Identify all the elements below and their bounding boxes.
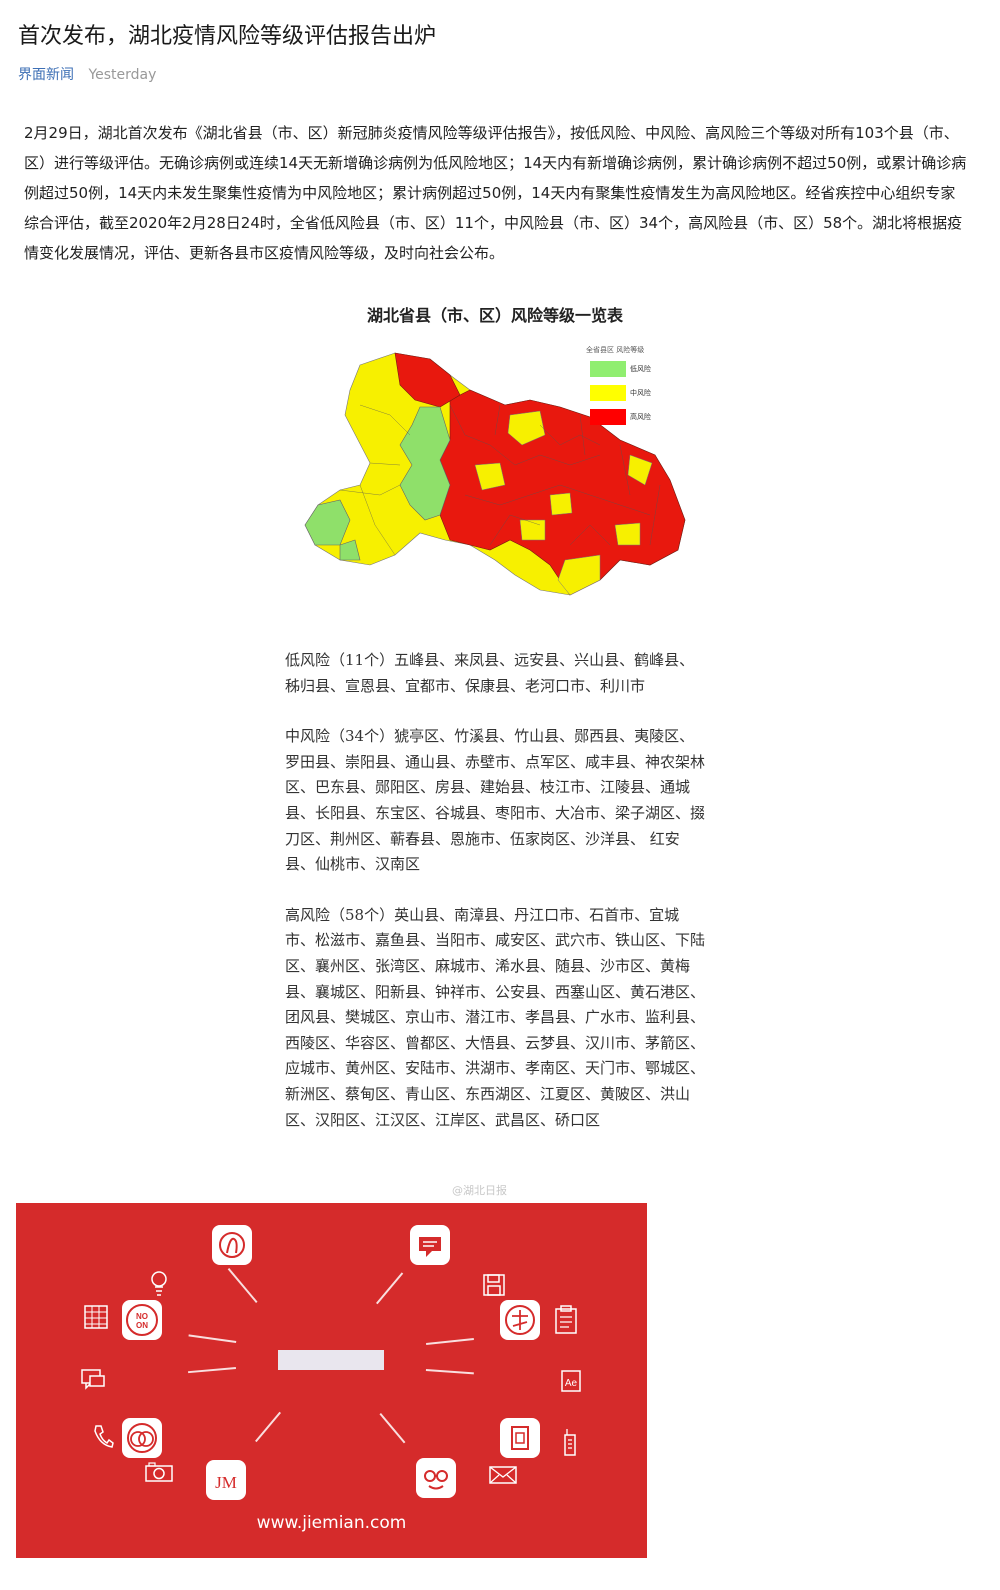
banner-center-bar — [278, 1350, 384, 1370]
county-borders — [339, 404, 661, 556]
svg-text:ON: ON — [136, 1321, 148, 1330]
walkie-talkie-icon — [564, 1429, 576, 1456]
high-risk-list: 高风险（58个）英山县、南漳县、丹江口市、石首市、宜城市、松滋市、嘉鱼县、当阳市… — [285, 905, 706, 1129]
map-region-mid-7 — [614, 522, 641, 546]
document-icon — [500, 1418, 540, 1458]
message-icon — [81, 1369, 105, 1390]
map-region-mid-6 — [519, 519, 546, 541]
music-note-icon — [212, 1225, 252, 1265]
risk-lists: 低风险（11个）五峰县、来凤县、远安县、兴山县、鹤峰县、秭归县、宣恩县、宜都市、… — [285, 648, 705, 1158]
map-region-low-central — [399, 406, 451, 521]
map-region-mid-4 — [627, 454, 653, 486]
banner-ray — [227, 1268, 258, 1303]
banner-ray — [255, 1412, 281, 1443]
svg-text:JM: JM — [215, 1473, 237, 1492]
legend-title: 全省县区 风险等级 — [586, 346, 645, 354]
article-paragraph: 2月29日，湖北首次发布《湖北省县（市、区）新冠肺炎疫情风险等级评估报告》，按低… — [24, 124, 967, 262]
map-region-mid-2 — [474, 462, 506, 491]
publish-time: Yesterday — [88, 67, 157, 83]
map-region-mid-3 — [549, 492, 573, 516]
map-region-mid-1 — [507, 410, 546, 446]
jiemian-banner[interactable]: NO ON JM Ae www.jiemian.com — [16, 1203, 647, 1558]
svg-text:Ae: Ae — [565, 1378, 578, 1389]
floppy-disk-icon — [483, 1274, 505, 1296]
banner-ray — [425, 1369, 474, 1374]
hubei-risk-map — [304, 352, 686, 596]
chat-bubble-icon — [410, 1225, 450, 1265]
rings-icon — [122, 1418, 162, 1458]
map-region-mid-5 — [557, 554, 601, 596]
map-region-low-sw — [339, 539, 361, 561]
map-legend: 全省县区 风险等级 低风险 中风险 高风险 — [586, 345, 676, 435]
camera-icon — [145, 1462, 173, 1482]
no-on-icon: NO ON — [122, 1300, 162, 1340]
jm-logo-icon: JM — [206, 1460, 246, 1500]
risk-figure: 湖北省县（市、区）风险等级一览表 全省县区 风险等级 低风险 中 — [280, 290, 710, 1190]
article-title: 首次发布，湖北疫情风险等级评估报告出炉 — [18, 24, 437, 49]
banner-url[interactable]: www.jiemian.com — [256, 1513, 407, 1533]
phone-icon — [94, 1425, 114, 1448]
envelope-icon — [489, 1466, 517, 1484]
banner-ray — [376, 1272, 403, 1304]
building-icon — [84, 1305, 108, 1329]
image-watermark: @湖北日报 — [452, 1184, 507, 1197]
mid-risk-list: 中风险（34个）猇亭区、竹溪县、竹山县、郧西县、夷陵区、罗田县、崇阳县、通山县、… — [285, 727, 706, 874]
article-meta: 界面新闻 Yesterday — [18, 64, 156, 84]
banner-ray — [379, 1413, 406, 1444]
source-link[interactable]: 界面新闻 — [18, 67, 74, 83]
banner-ray — [426, 1337, 474, 1345]
seal-icon — [500, 1300, 540, 1340]
figure-title: 湖北省县（市、区）风险等级一览表 — [366, 306, 623, 325]
ae-file-icon: Ae — [561, 1370, 581, 1392]
banner-ray — [188, 1334, 237, 1343]
svg-text:NO: NO — [136, 1312, 148, 1321]
map-region-high-nw — [394, 352, 461, 408]
lightbulb-icon — [151, 1271, 167, 1296]
glasses-face-icon — [416, 1458, 456, 1498]
map-region-low-west — [304, 499, 351, 546]
clipboard-icon — [555, 1305, 577, 1334]
low-risk-list: 低风险（11个）五峰县、来凤县、远安县、兴山县、鹤峰县、秭归县、宣恩县、宜都市、… — [285, 651, 695, 695]
banner-ray — [188, 1367, 236, 1374]
